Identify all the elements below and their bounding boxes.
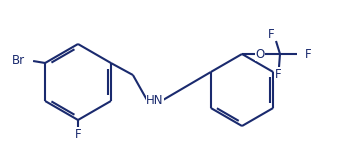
Text: Br: Br <box>12 53 25 67</box>
Text: HN: HN <box>146 93 164 107</box>
Text: F: F <box>75 128 81 140</box>
Text: F: F <box>268 28 274 40</box>
Text: F: F <box>305 48 312 60</box>
Text: O: O <box>255 48 265 60</box>
Text: F: F <box>275 68 281 80</box>
